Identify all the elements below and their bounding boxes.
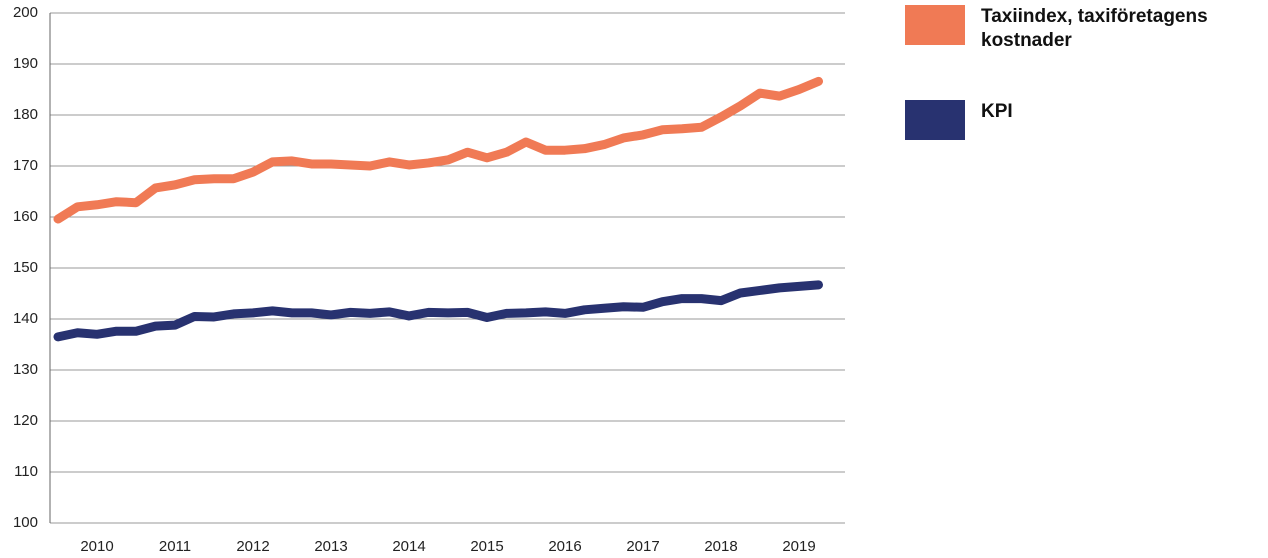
x-tick-label: 2016 — [548, 538, 581, 555]
x-tick-label: 2011 — [159, 538, 191, 555]
y-tick-label: 100 — [13, 514, 38, 531]
x-tick-label: 2014 — [392, 538, 425, 555]
x-tick-label: 2019 — [782, 538, 815, 555]
x-tick-label: 2013 — [314, 538, 347, 555]
y-tick-label: 170 — [13, 157, 38, 174]
x-tick-label: 2010 — [80, 538, 113, 555]
y-tick-label: 200 — [13, 4, 38, 21]
x-tick-label: 2015 — [470, 538, 503, 555]
legend-label: Taxiindex, taxiföretagens kostnader — [981, 6, 1208, 51]
line-series — [53, 280, 823, 342]
legend-item: Taxiindex, taxiföretagens kostnader — [905, 5, 1268, 53]
x-tick-label: 2018 — [704, 538, 737, 555]
x-tick-label: 2012 — [236, 538, 269, 555]
legend-swatch — [905, 5, 965, 45]
legend-swatch — [905, 100, 965, 140]
y-tick-label: 180 — [13, 106, 38, 123]
y-tick-label: 150 — [13, 259, 38, 276]
y-tick-label: 110 — [14, 463, 38, 480]
y-tick-label: 130 — [13, 361, 38, 378]
y-tick-label: 140 — [13, 310, 38, 327]
line-series — [53, 76, 823, 224]
y-tick-label: 120 — [13, 412, 38, 429]
legend-item: KPI — [905, 100, 1268, 140]
x-tick-label: 2017 — [626, 538, 659, 555]
y-tick-label: 190 — [13, 55, 38, 72]
y-tick-label: 160 — [13, 208, 38, 225]
legend-label: KPI — [981, 101, 1013, 122]
